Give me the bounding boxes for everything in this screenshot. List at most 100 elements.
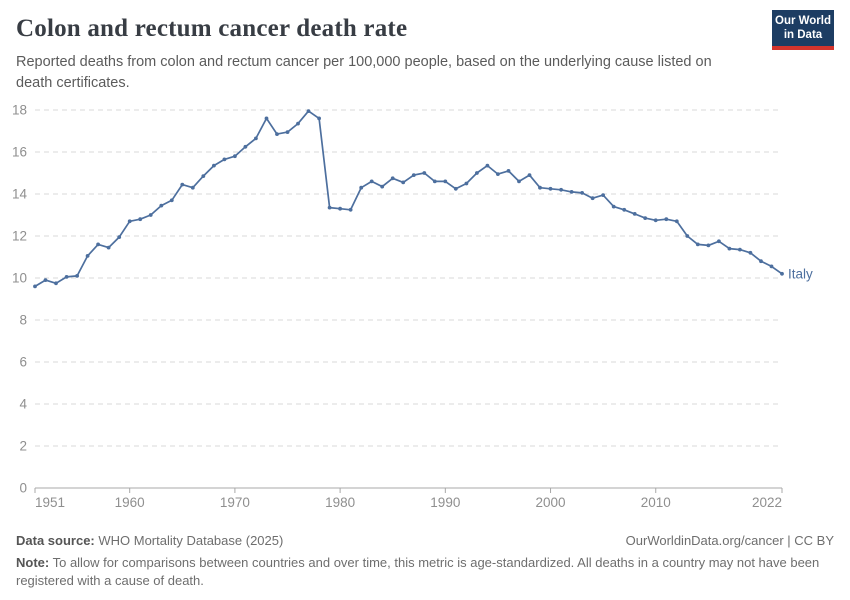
page-title: Colon and rectum cancer death rate — [16, 15, 408, 42]
data-point-italy-1991 — [453, 186, 458, 191]
x-tick-label-2010: 2010 — [641, 495, 671, 510]
owid-logo-red-bar — [772, 45, 834, 50]
data-point-italy-2013 — [685, 234, 690, 238]
owid-logo: Our World in Data — [772, 10, 834, 50]
data-point-italy-1997 — [517, 179, 521, 184]
y-tick-label-10: 10 — [12, 271, 27, 286]
data-source-label: Data source: — [16, 533, 95, 548]
data-point-italy-1978 — [317, 116, 321, 121]
data-point-italy-1959 — [117, 235, 122, 240]
data-point-italy-2002 — [569, 190, 574, 194]
data-point-italy-1967 — [201, 174, 206, 179]
data-point-italy-1996 — [506, 169, 511, 173]
data-point-italy-1962 — [148, 213, 153, 217]
x-tick-label-2022: 2022 — [752, 495, 782, 510]
data-point-italy-2020 — [759, 259, 763, 264]
data-point-italy-2007 — [622, 207, 627, 212]
data-point-italy-2000 — [548, 186, 553, 191]
series-end-label-italy: Italy — [788, 266, 813, 281]
y-tick-label-0: 0 — [19, 481, 27, 496]
data-point-italy-1958 — [106, 245, 111, 250]
x-tick-label-1980: 1980 — [325, 495, 355, 510]
data-point-italy-1979 — [327, 205, 332, 210]
owid-license-link[interactable]: OurWorldinData.org/cancer | CC BY — [625, 533, 834, 548]
chart-footer: Data source: WHO Mortality Database (202… — [16, 532, 834, 591]
data-point-italy-1976 — [296, 121, 300, 126]
y-tick-label-18: 18 — [12, 103, 27, 118]
data-point-italy-1987 — [411, 173, 416, 178]
data-point-italy-2001 — [559, 187, 563, 192]
data-point-italy-2004 — [590, 196, 595, 201]
data-point-italy-2003 — [580, 191, 584, 195]
data-point-italy-1965 — [180, 182, 185, 187]
data-point-italy-1981 — [348, 207, 353, 212]
data-point-italy-1964 — [169, 198, 174, 203]
x-tick-label-1951: 1951 — [35, 495, 65, 510]
data-point-italy-1969 — [222, 157, 227, 162]
chart-subtitle: Reported deaths from colon and rectum ca… — [16, 53, 712, 91]
data-point-italy-2019 — [748, 250, 753, 255]
y-tick-label-6: 6 — [19, 355, 27, 370]
y-tick-label-8: 8 — [19, 313, 27, 328]
data-point-italy-2016 — [717, 239, 721, 244]
x-tick-label-2000: 2000 — [536, 495, 566, 510]
data-point-italy-1977 — [306, 109, 311, 113]
data-point-italy-1966 — [190, 185, 195, 190]
data-point-italy-1953 — [54, 281, 58, 286]
data-point-italy-1957 — [96, 242, 100, 247]
data-point-italy-1970 — [233, 154, 237, 159]
y-tick-label-16: 16 — [12, 145, 27, 160]
data-point-italy-1973 — [264, 116, 269, 121]
note-label: Note: — [16, 555, 50, 571]
data-point-italy-2009 — [643, 216, 648, 221]
data-point-italy-1972 — [254, 136, 258, 141]
data-point-italy-1993 — [475, 171, 479, 175]
data-point-italy-1956 — [85, 254, 90, 258]
data-point-italy-1960 — [127, 219, 132, 224]
data-point-italy-1995 — [496, 172, 500, 177]
data-point-italy-1955 — [75, 274, 79, 278]
data-point-italy-1994 — [485, 163, 490, 168]
data-point-italy-1990 — [443, 179, 448, 184]
data-point-italy-1982 — [359, 185, 364, 190]
data-point-italy-1992 — [464, 181, 469, 186]
chart-header: Colon and rectum cancer death rate Repor… — [16, 15, 834, 94]
source-row: Data source: WHO Mortality Database (202… — [16, 532, 834, 550]
note-value: To allow for comparisons between countri… — [16, 555, 820, 589]
data-point-italy-1963 — [159, 203, 164, 208]
data-point-italy-1986 — [401, 180, 406, 185]
data-point-italy-1952 — [43, 278, 48, 282]
data-point-italy-2012 — [674, 219, 679, 224]
data-point-italy-1980 — [338, 206, 342, 211]
data-point-italy-2006 — [611, 204, 616, 209]
chart-line-italy — [34, 110, 783, 288]
owid-logo-line2: in Data — [783, 29, 823, 42]
data-source-text: Data source: WHO Mortality Database (202… — [16, 532, 283, 550]
data-point-italy-1998 — [527, 173, 532, 178]
y-tick-label-2: 2 — [19, 439, 27, 454]
owid-logo-line1: Our World — [775, 15, 832, 27]
data-point-italy-1961 — [138, 217, 143, 222]
data-point-italy-1988 — [422, 171, 427, 175]
data-point-italy-1989 — [432, 179, 437, 184]
data-point-italy-2011 — [664, 217, 669, 222]
data-point-italy-1974 — [275, 132, 279, 137]
x-tick-label-1970: 1970 — [220, 495, 250, 510]
x-tick-label-1960: 1960 — [115, 495, 145, 510]
data-point-italy-2018 — [738, 247, 742, 252]
data-point-italy-1975 — [285, 130, 290, 135]
y-tick-label-4: 4 — [19, 397, 27, 412]
data-point-italy-1968 — [212, 163, 216, 168]
data-point-italy-1971 — [243, 144, 248, 149]
data-point-italy-2022 — [780, 271, 784, 276]
data-point-italy-2008 — [632, 212, 637, 216]
y-tick-label-14: 14 — [12, 187, 28, 202]
data-point-italy-1951 — [33, 284, 37, 289]
data-point-italy-1999 — [538, 185, 542, 190]
data-point-italy-1985 — [390, 176, 395, 181]
data-point-italy-2021 — [769, 264, 774, 269]
data-point-italy-1983 — [369, 179, 374, 184]
data-source-value: WHO Mortality Database (2025) — [94, 533, 284, 548]
data-point-italy-2010 — [653, 218, 658, 223]
